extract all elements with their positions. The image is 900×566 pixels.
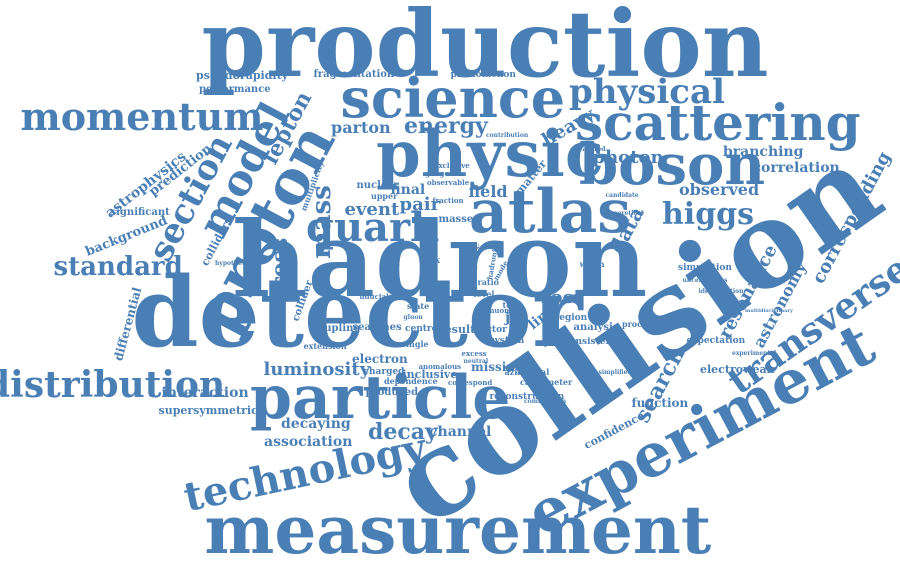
word-observed: observed	[679, 180, 760, 199]
word-charged: charged	[363, 366, 405, 377]
word-jet: jet	[505, 310, 526, 326]
word-reconstruction: reconstruction	[489, 391, 565, 402]
word-measured: measured	[572, 146, 606, 153]
word-electron: electron	[352, 352, 408, 366]
word-missing: missing	[471, 360, 524, 374]
word-coupling: coupling	[311, 323, 361, 334]
word-higgs: higgs	[662, 197, 755, 232]
word-expectation: expectation	[686, 335, 746, 346]
word-hadron: hadron	[232, 198, 648, 321]
word-inclusive: inclusive	[402, 367, 458, 381]
word-theoretical: theoretical	[606, 210, 644, 217]
word-detector: detector	[131, 256, 583, 369]
word-level: level	[473, 289, 495, 299]
word-contribution: contribution	[486, 132, 529, 139]
word-excess: excess	[461, 348, 487, 358]
word-pair: pair	[399, 194, 441, 215]
word-momentum: momentum	[20, 94, 264, 139]
word-calorimeter: calorimeter	[520, 377, 573, 387]
word-pseudorapidity: pseudorapidity	[196, 68, 289, 82]
word-production: production	[201, 0, 769, 98]
word-neutral: neutral	[463, 358, 489, 365]
word-gluon: gluon	[403, 314, 423, 321]
word-root: root	[541, 287, 583, 308]
word-upper: upper	[371, 191, 398, 201]
word-nuclear: nuclear	[356, 180, 400, 191]
word-identification: identification	[698, 288, 744, 295]
word-correlation: correlation	[752, 160, 840, 176]
word-atlas: atlas	[469, 177, 632, 247]
word-uncertainties: uncertainties	[682, 277, 728, 284]
word-distribution: distribution	[0, 364, 226, 406]
word-result: result	[439, 322, 476, 336]
word-supersymmetric: supersymmetric	[158, 403, 258, 417]
word-cross: cross	[267, 237, 294, 303]
word-fiducial: fiducial	[359, 291, 389, 301]
word-channel: channel	[429, 424, 492, 440]
word-physical: physical	[569, 72, 725, 112]
word-field: field	[468, 182, 508, 201]
word-fraction: fraction	[432, 195, 464, 205]
word-observable: observable	[427, 177, 470, 187]
word-masse: masse	[438, 214, 474, 225]
word-dark: dark	[419, 255, 441, 265]
word-scattering: scattering	[575, 93, 861, 152]
word-exclusive: exclusive	[434, 160, 470, 170]
word-final: final	[390, 182, 426, 198]
word-combination: combination	[524, 398, 567, 405]
word-interaction: interaction	[161, 385, 249, 401]
word-particle: particle	[250, 363, 511, 433]
word-significant: significant	[110, 207, 170, 218]
word-hypothetical: hypothetical	[215, 260, 257, 267]
word-fragmentation: fragmentation	[313, 69, 395, 80]
word-physic: physic	[376, 117, 604, 192]
word-candidate: candidate	[605, 192, 639, 199]
word-width: width	[579, 259, 605, 269]
word-processes: processes	[622, 319, 666, 329]
word-association: association	[264, 434, 353, 450]
word-dependence: dependence	[384, 376, 438, 386]
word-extension: extension	[303, 341, 347, 351]
word-performance: performance	[199, 84, 271, 95]
word-function: function	[631, 396, 689, 410]
word-multidisciplinary: multidisciplinary	[745, 307, 793, 314]
word-phenomenon: phenomenon	[450, 69, 516, 80]
word-centre: centre	[405, 323, 438, 334]
word-system: system	[489, 335, 525, 346]
word-decaying: decaying	[281, 416, 351, 432]
word-experimental: experimental	[732, 350, 777, 357]
word-electroweak: electroweak	[700, 362, 775, 376]
word-boson: boson	[579, 132, 766, 198]
word-branching: branching	[723, 144, 804, 160]
word-standard: standard	[53, 252, 183, 282]
word-energy: energy	[404, 113, 488, 139]
word-gauge: gauge	[425, 168, 449, 178]
word-muon: muon	[487, 305, 510, 315]
word-simulation: simulation	[678, 262, 732, 273]
word-photon: photon	[592, 147, 664, 168]
word-correspond: correspond	[448, 377, 493, 387]
word-vector: vector	[475, 324, 507, 335]
word-luminosity: luminosity	[263, 359, 371, 380]
word-anomalous: anomalous	[418, 361, 462, 371]
word-ratio: ratio	[477, 277, 499, 287]
word-searches: searches	[352, 322, 402, 333]
word-quark: quark	[306, 204, 438, 251]
word-azimuthal: azimuthal	[504, 367, 550, 377]
word-state: state	[407, 301, 430, 311]
word-science: science	[340, 66, 566, 130]
word-consistent: consistent	[564, 336, 617, 347]
word-decay: decay	[368, 419, 438, 445]
word-event: event	[344, 199, 400, 220]
word-measurement: measurement	[204, 491, 712, 566]
word-produced: produced	[365, 387, 419, 398]
word-top: top	[502, 300, 518, 310]
word-single: single	[401, 339, 429, 349]
word-simplified: simplified	[598, 369, 632, 376]
word-parton: parton	[331, 118, 391, 137]
word-analysis: analysis	[573, 322, 619, 333]
word-region: region	[554, 312, 588, 323]
